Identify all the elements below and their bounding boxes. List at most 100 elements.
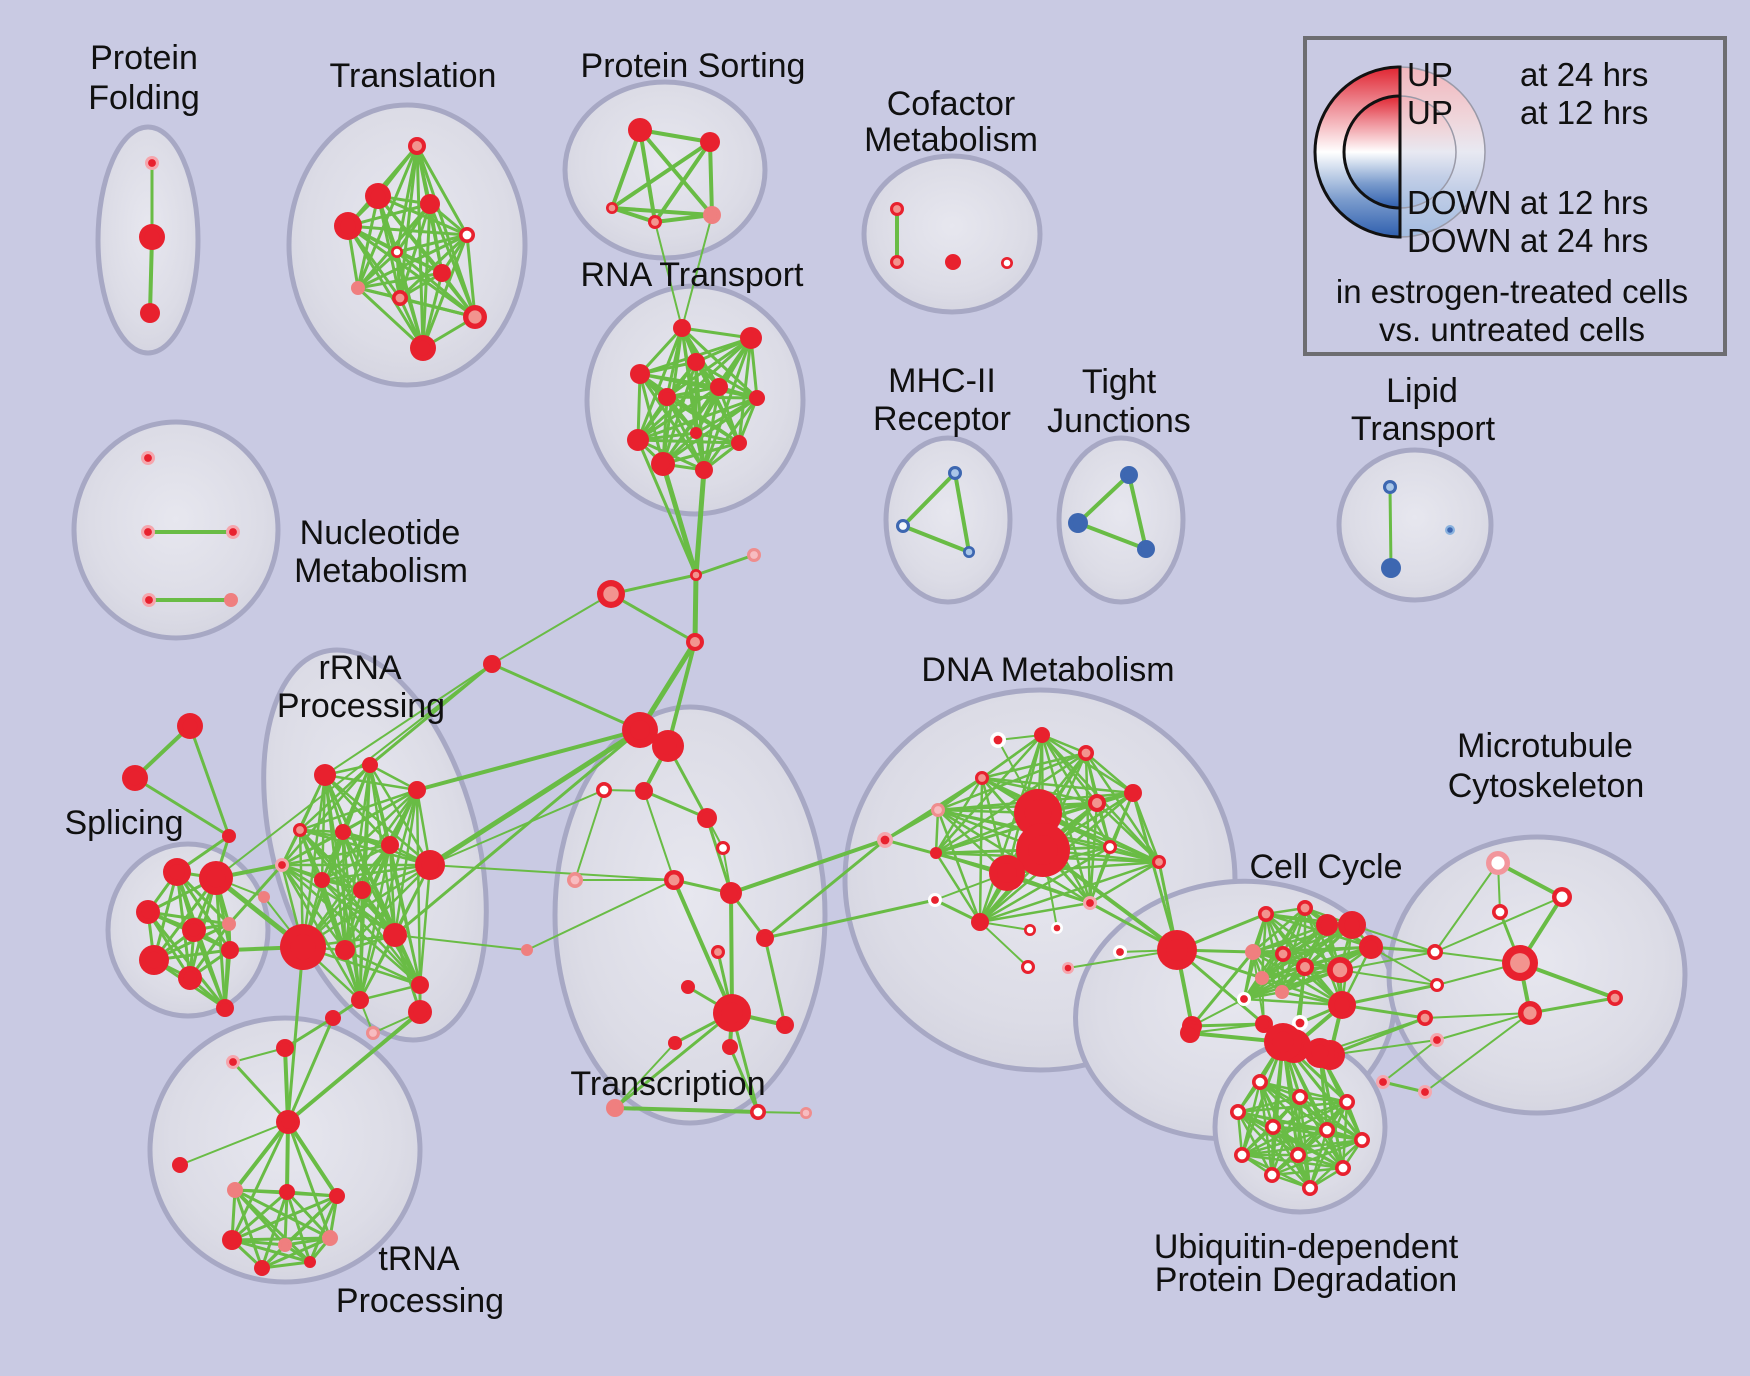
node-cn3 xyxy=(521,944,533,956)
node-mt1 xyxy=(1552,887,1572,907)
node-bh3 xyxy=(1157,930,1197,970)
node-tx9 xyxy=(713,994,751,1032)
node-u4 xyxy=(408,1000,432,1024)
node-cm1 xyxy=(890,255,904,269)
node-u0 xyxy=(226,1055,240,1069)
node-s7 xyxy=(221,941,239,959)
node-c4 xyxy=(1359,935,1383,959)
node-ub0 xyxy=(1252,1074,1268,1090)
cluster-label-nucleotide-metabolism-line2: Metabolism xyxy=(294,552,468,590)
node-q5 xyxy=(322,1230,338,1246)
node-rt7 xyxy=(690,427,702,439)
node-ch4 xyxy=(686,633,704,651)
node-rt3 xyxy=(630,364,650,384)
node-d16 xyxy=(1024,924,1036,936)
node-r1 xyxy=(362,757,378,773)
node-r13 xyxy=(411,976,429,994)
cluster-label-rrna-processing-line2: Processing xyxy=(277,687,445,725)
cluster-label-rna-transport-line1: RNA Transport xyxy=(581,256,805,294)
node-pf2 xyxy=(140,303,160,323)
cluster-ellipse-trna-processing xyxy=(147,1015,423,1285)
node-cm0 xyxy=(890,202,904,216)
cluster-ellipse-microtubule-cytoskeleton xyxy=(1386,834,1688,1116)
node-t2 xyxy=(420,194,440,214)
node-s6 xyxy=(178,966,202,990)
legend-direction-3: DOWN xyxy=(1407,184,1511,221)
cluster-label-lipid-transport-line1: Lipid xyxy=(1386,372,1458,410)
node-d9 xyxy=(1103,840,1117,854)
node-q8 xyxy=(276,1110,300,1134)
node-ub1 xyxy=(1292,1089,1308,1105)
node-c10 xyxy=(1237,992,1251,1006)
cluster-label-splicing-line1: Splicing xyxy=(64,804,183,842)
cluster-label-microtubule-cytoskeleton-line1: Microtubule xyxy=(1457,727,1633,765)
node-tx15 xyxy=(635,782,653,800)
node-u1 xyxy=(276,1039,294,1057)
node-rt1 xyxy=(740,327,762,349)
node-d17 xyxy=(1051,922,1063,934)
node-t5 xyxy=(391,246,403,258)
node-s1 xyxy=(199,861,233,895)
node-c1 xyxy=(1297,900,1313,916)
cluster-label-transcription-line1: Transcription xyxy=(570,1065,765,1103)
node-ub4 xyxy=(1265,1119,1281,1135)
node-mt5 xyxy=(1607,990,1623,1006)
node-t4 xyxy=(459,227,475,243)
node-rt2 xyxy=(687,353,705,371)
node-t0 xyxy=(408,137,426,155)
node-c13 xyxy=(1292,1015,1308,1031)
node-r5 xyxy=(381,836,399,854)
node-m1 xyxy=(896,519,910,533)
cluster-label-cofactor-metabolism-line1: Cofactor xyxy=(887,85,1016,123)
node-iso xyxy=(172,1157,188,1173)
node-t10 xyxy=(410,335,436,361)
node-tx3 xyxy=(720,882,742,904)
node-s8 xyxy=(216,999,234,1017)
legend-donut-inner-strong xyxy=(1342,94,1402,210)
node-txa xyxy=(596,782,612,798)
node-s3 xyxy=(182,918,206,942)
node-rt5 xyxy=(710,378,728,396)
node-dh2 xyxy=(1016,823,1070,877)
node-ps2 xyxy=(606,202,618,214)
node-d11 xyxy=(928,893,942,907)
node-q6 xyxy=(254,1260,270,1276)
node-c3 xyxy=(1338,911,1366,939)
node-mt0 xyxy=(1486,851,1510,875)
cluster-label-protein-folding-line2: Folding xyxy=(88,79,200,117)
legend-time-1: at 24 hrs xyxy=(1520,56,1648,93)
node-j0 xyxy=(1120,466,1138,484)
legend-time-4: at 24 hrs xyxy=(1520,222,1648,259)
node-c2 xyxy=(1316,914,1338,936)
cluster-label-cofactor-metabolism-line2: Metabolism xyxy=(864,121,1038,159)
node-ps4 xyxy=(703,206,721,224)
node-ch3 xyxy=(597,580,625,608)
node-d10 xyxy=(1152,855,1166,869)
node-r9 xyxy=(353,881,371,899)
node-tx0 xyxy=(697,808,717,828)
cluster-label-microtubule-cytoskeleton-line2: Cytoskeleton xyxy=(1448,767,1645,805)
node-f0 xyxy=(1376,1075,1390,1089)
node-u3 xyxy=(366,1026,380,1040)
node-c0 xyxy=(1258,906,1274,922)
node-d15 xyxy=(1113,945,1127,959)
node-mt2 xyxy=(1492,904,1508,920)
node-ub2 xyxy=(1339,1094,1355,1110)
node-d12 xyxy=(971,913,989,931)
node-m2 xyxy=(963,546,975,558)
node-rt10 xyxy=(651,452,675,476)
node-ub9 xyxy=(1335,1160,1351,1176)
node-d1 xyxy=(1034,727,1050,743)
node-r8 xyxy=(314,872,330,888)
node-q4 xyxy=(278,1238,292,1252)
node-bh4b xyxy=(1305,1038,1335,1068)
node-r11 xyxy=(335,940,355,960)
node-pf1 xyxy=(139,224,165,250)
node-rt11 xyxy=(695,461,713,479)
